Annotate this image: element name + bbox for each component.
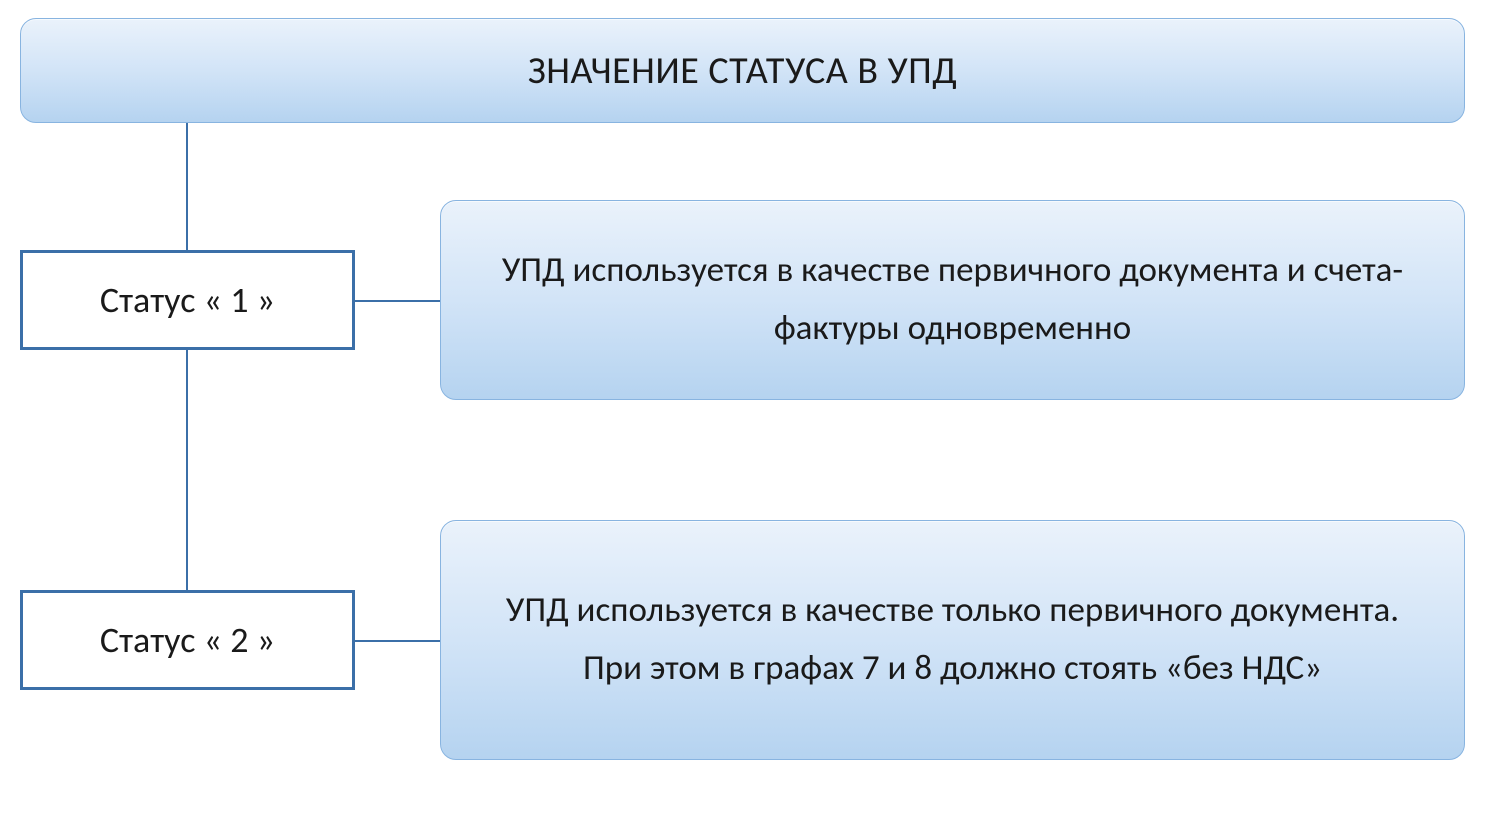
description-1-text: УПД используется в качестве первичного д… — [481, 242, 1424, 358]
connector-status2-desc2 — [355, 640, 440, 642]
connector-status1-desc1 — [355, 300, 440, 302]
status-box-2: Статус « 2 » — [20, 590, 355, 690]
header-text: ЗНАЧЕНИЕ СТАТУСА В УПД — [528, 48, 957, 94]
status-1-label: Статус « 1 » — [100, 278, 275, 322]
connector-status1-status2 — [186, 350, 188, 590]
connector-header-status1 — [186, 123, 188, 250]
header-box: ЗНАЧЕНИЕ СТАТУСА В УПД — [20, 18, 1465, 123]
status-2-label: Статус « 2 » — [100, 618, 275, 662]
description-box-1: УПД используется в качестве первичного д… — [440, 200, 1465, 400]
diagram-container: ЗНАЧЕНИЕ СТАТУСА В УПД Статус « 1 » УПД … — [0, 0, 1505, 832]
description-box-2: УПД используется в качестве только перви… — [440, 520, 1465, 760]
description-2-text: УПД используется в качестве только перви… — [481, 582, 1424, 698]
status-box-1: Статус « 1 » — [20, 250, 355, 350]
